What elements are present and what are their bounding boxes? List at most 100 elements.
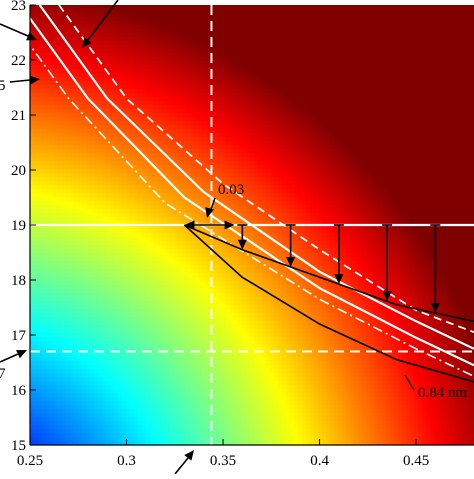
heatmap-cell <box>130 181 135 186</box>
heatmap-cell <box>266 33 271 38</box>
heatmap-cell <box>318 65 323 70</box>
heatmap-cell <box>466 69 471 74</box>
heatmap-cell <box>186 89 191 94</box>
heatmap-cell <box>338 81 343 86</box>
heatmap-cell <box>206 97 211 102</box>
heatmap-cell <box>222 33 227 38</box>
heatmap-cell <box>82 105 87 110</box>
heatmap-cell <box>366 21 371 26</box>
heatmap-cell <box>238 5 243 10</box>
heatmap-cell <box>218 149 223 154</box>
heatmap-cell <box>442 41 447 46</box>
heatmap-cell <box>302 17 307 22</box>
heatmap-cell <box>230 137 235 142</box>
heatmap-cell <box>446 109 451 114</box>
heatmap-cell <box>242 25 247 30</box>
heatmap-cell <box>302 133 307 138</box>
heatmap-cell <box>342 85 347 90</box>
heatmap-cell <box>158 41 163 46</box>
heatmap-cell <box>262 37 267 42</box>
heatmap-cell <box>238 181 243 186</box>
heatmap-cell <box>218 45 223 50</box>
heatmap-cell <box>398 13 403 18</box>
heatmap-cell <box>134 97 139 102</box>
heatmap-cell <box>426 109 431 114</box>
heatmap-cell <box>426 25 431 30</box>
heatmap-cell <box>190 97 195 102</box>
heatmap-cell <box>114 129 119 134</box>
heatmap-cell <box>130 49 135 54</box>
heatmap-cell <box>334 157 339 162</box>
heatmap-cell <box>350 29 355 34</box>
heatmap-cell <box>450 37 455 42</box>
heatmap-cell <box>34 17 39 22</box>
heatmap-cell <box>58 141 63 146</box>
heatmap-cell <box>90 25 95 30</box>
heatmap-cell <box>242 69 247 74</box>
heatmap-cell <box>294 25 299 30</box>
heatmap-cell <box>354 93 359 98</box>
heatmap-cell <box>134 61 139 66</box>
heatmap-cell <box>202 37 207 42</box>
heatmap-cell <box>70 37 75 42</box>
heatmap-cell <box>410 129 415 134</box>
heatmap-cell <box>110 129 115 134</box>
heatmap-cell <box>126 37 131 42</box>
heatmap-cell <box>350 49 355 54</box>
heatmap-cell <box>50 85 55 90</box>
heatmap-cell <box>362 77 367 82</box>
heatmap-cell <box>230 141 235 146</box>
heatmap-cell <box>438 61 443 66</box>
heatmap-cell <box>78 101 83 106</box>
heatmap-cell <box>178 5 183 10</box>
heatmap-cell <box>362 133 367 138</box>
heatmap-cell <box>70 137 75 142</box>
heatmap-cell <box>462 5 467 10</box>
heatmap-cell <box>450 149 455 154</box>
heatmap-cell <box>394 53 399 58</box>
heatmap-cell <box>214 101 219 106</box>
heatmap-cell <box>86 21 91 26</box>
heatmap-cell <box>34 181 39 186</box>
heatmap-cell <box>434 169 439 174</box>
heatmap-cell <box>146 65 151 70</box>
heatmap-cell <box>370 89 375 94</box>
heatmap-cell <box>298 21 303 26</box>
heatmap-cell <box>178 129 183 134</box>
heatmap-cell <box>342 69 347 74</box>
heatmap-cell <box>414 17 419 22</box>
heatmap-cell <box>50 29 55 34</box>
heatmap-cell <box>410 117 415 122</box>
heatmap-cell <box>462 125 467 130</box>
heatmap-cell <box>202 45 207 50</box>
heatmap-cell <box>50 145 55 150</box>
heatmap-cell <box>446 33 451 38</box>
heatmap-cell <box>402 89 407 94</box>
heatmap-cell <box>174 133 179 138</box>
heatmap-cell <box>430 141 435 146</box>
heatmap-cell <box>326 149 331 154</box>
heatmap-cell <box>378 41 383 46</box>
heatmap-cell <box>334 129 339 134</box>
heatmap-cell <box>410 5 415 10</box>
heatmap-cell <box>438 85 443 90</box>
heatmap-cell <box>218 57 223 62</box>
heatmap-cell <box>386 141 391 146</box>
heatmap-cell <box>98 81 103 86</box>
heatmap-cell <box>118 101 123 106</box>
heatmap-cell <box>398 29 403 34</box>
heatmap-cell <box>454 101 459 106</box>
heatmap-cell <box>470 73 474 78</box>
heatmap-cell <box>278 49 283 54</box>
heatmap-cell <box>370 117 375 122</box>
heatmap-cell <box>250 89 255 94</box>
heatmap-cell <box>234 61 239 66</box>
heatmap-cell <box>282 29 287 34</box>
heatmap-cell <box>418 13 423 18</box>
heatmap-cell <box>194 21 199 26</box>
heatmap-cell <box>202 41 207 46</box>
heatmap-cell <box>138 13 143 18</box>
heatmap-cell <box>386 77 391 82</box>
heatmap-cell <box>170 53 175 58</box>
heatmap-cell <box>434 117 439 122</box>
